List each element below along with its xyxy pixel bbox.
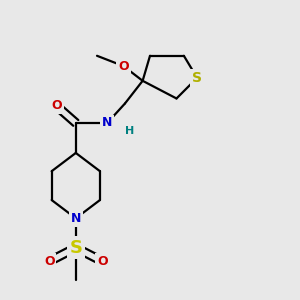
Text: S: S <box>69 239 82 257</box>
Text: H: H <box>125 126 134 136</box>
Text: N: N <box>102 116 112 129</box>
Text: O: O <box>44 255 55 268</box>
Text: O: O <box>97 255 108 268</box>
Text: O: O <box>118 60 129 73</box>
Text: S: S <box>192 71 202 85</box>
Text: O: O <box>51 99 62 112</box>
Text: N: N <box>70 212 81 225</box>
